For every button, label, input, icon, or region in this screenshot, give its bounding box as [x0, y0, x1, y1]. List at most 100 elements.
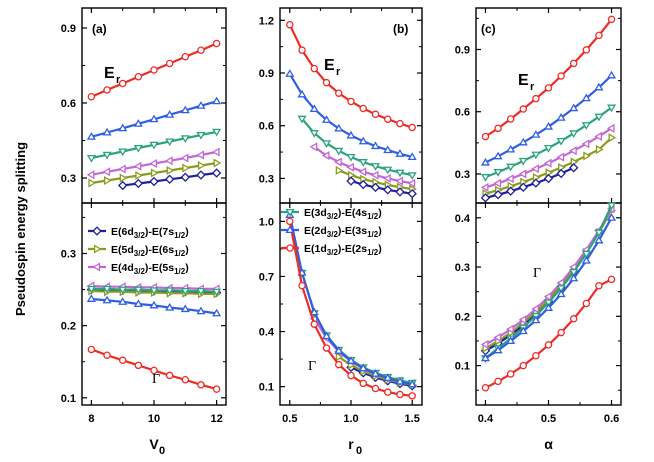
x-tick-label: 0.6 [604, 413, 619, 425]
data-point [556, 168, 566, 179]
data-point [211, 168, 222, 178]
series-s4d [309, 142, 416, 188]
data-point [334, 147, 344, 156]
series-line [485, 106, 613, 179]
data-point [347, 97, 355, 106]
panel-a: 0.3 0.6 0.9 E r 0.1 0.2 0.3 Γ 8 10 12 V 0 (a) [61, 7, 227, 457]
data-point [505, 186, 516, 196]
panel-label: (a) [92, 22, 107, 36]
data-point [117, 180, 128, 191]
data-point [607, 70, 617, 79]
data-point [310, 320, 319, 328]
data-point [133, 178, 144, 189]
data-point [408, 392, 416, 400]
data-point [134, 361, 143, 370]
data-point [322, 344, 331, 352]
data-point [149, 114, 159, 123]
annotation-gamma: Γ [308, 359, 316, 374]
data-point [86, 294, 96, 302]
data-point [581, 255, 591, 264]
y-tick-label: 0.3 [61, 249, 76, 261]
data-point [493, 151, 503, 160]
bottom-subplot: 0.1 0.2 0.3 Γ [61, 202, 227, 406]
data-point [383, 115, 392, 123]
data-point [104, 175, 112, 186]
x-tick-label: 12 [210, 413, 222, 425]
top-subplot: 0.3 0.6 0.9 1.2 E r [259, 7, 423, 204]
data-point [594, 131, 602, 141]
annotation-gamma: Γ [152, 372, 160, 387]
legend-1: E(6d3/2)-E(7s1/2) E(5d3/2)-E(6s1/2) E(4d3/… [88, 226, 189, 276]
data-point [196, 101, 206, 109]
series-line [484, 205, 613, 360]
data-point [335, 360, 343, 369]
y-tick-label: 0.2 [61, 321, 76, 333]
data-point [150, 366, 158, 375]
x-tick-label: 0.4 [478, 413, 494, 425]
series-s1d [87, 345, 221, 393]
data-point [165, 59, 174, 68]
data-point [383, 173, 391, 183]
data-point [102, 167, 111, 177]
data-point [118, 148, 128, 157]
data-point [582, 299, 591, 308]
legend-item-s3d: E(3d3/2)-E(4s1/2) [281, 207, 382, 221]
series-s1d [87, 39, 221, 101]
data-point [595, 144, 604, 155]
data-point [594, 235, 604, 244]
y-tick-label: 0.6 [259, 121, 274, 133]
data-point [558, 162, 566, 173]
data-point [518, 315, 527, 325]
data-point [581, 93, 591, 102]
data-point [371, 110, 380, 119]
data-point [595, 31, 603, 40]
data-point [494, 377, 502, 386]
annotation-er: E [104, 65, 115, 82]
data-point [212, 96, 222, 105]
data-point [359, 379, 367, 388]
data-point [608, 133, 617, 143]
y-tick-label: 0.6 [455, 107, 470, 119]
legend-label: E(5d3/2)-E(6s1/2) [111, 244, 189, 258]
annotation-er: E [518, 72, 529, 89]
data-point [149, 287, 159, 295]
legend-item-s1d: E(1d3/2)-E(2s1/2) [281, 243, 382, 257]
data-point [346, 153, 356, 162]
y-tick-label: 0.3 [455, 262, 470, 274]
data-point [556, 137, 566, 146]
data-point [569, 273, 579, 282]
data-point [531, 130, 541, 138]
data-point [118, 356, 127, 365]
data-point [180, 135, 190, 143]
data-point [102, 295, 112, 304]
legend-item-s5d: E(5d3/2)-E(6s1/2) [88, 244, 189, 258]
series-s5d [482, 205, 617, 353]
data-point [213, 158, 222, 168]
panel-label: (b) [393, 22, 408, 36]
series-s6d [346, 176, 417, 199]
data-point [506, 115, 515, 123]
series-s3d [480, 104, 617, 182]
data-point [297, 89, 307, 98]
data-point [519, 105, 528, 113]
y-tick-label: 0.3 [259, 173, 274, 185]
data-point [211, 147, 220, 157]
data-point [334, 123, 344, 132]
data-point [133, 119, 143, 127]
data-point [519, 361, 528, 370]
data-point [543, 121, 554, 130]
data-point [298, 46, 306, 54]
data-point [149, 158, 158, 169]
legend-item-s4d: E(4d3/2)-E(5s1/2) [88, 262, 189, 276]
data-point [150, 168, 159, 178]
y-tick-label: 0.9 [259, 68, 274, 80]
data-point [581, 122, 591, 130]
series-s6d [480, 163, 579, 203]
panel-b: 0.30.60.91.2E r0.10.40.71.0Γ0.5 1.0 1.5r 0(b… [259, 7, 423, 457]
data-point [505, 324, 514, 334]
data-point [181, 375, 190, 384]
data-point [196, 131, 206, 140]
data-point [118, 79, 127, 88]
data-point [212, 385, 221, 393]
y-tick-label: 0.2 [455, 311, 470, 323]
